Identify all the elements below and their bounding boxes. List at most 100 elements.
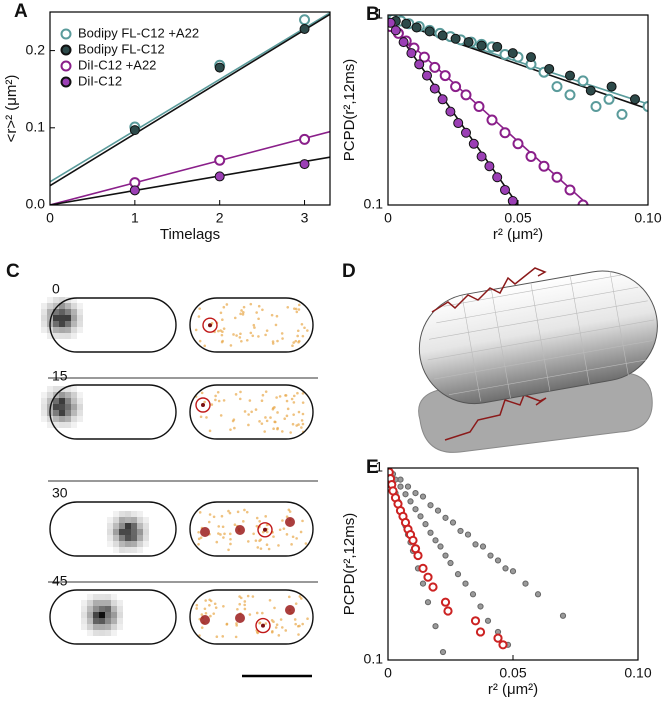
- localization: [242, 305, 246, 309]
- pixel: [53, 321, 59, 327]
- localization: [214, 394, 217, 398]
- localization: [270, 619, 274, 622]
- data-point: [442, 552, 449, 559]
- data-point: [401, 18, 412, 29]
- pixel: [53, 416, 59, 422]
- localization: [249, 302, 253, 306]
- pixel: [111, 606, 117, 612]
- data-point: [494, 557, 502, 564]
- data-point: [429, 83, 440, 94]
- x-axis-label: r² (μm²): [488, 681, 538, 698]
- localization: [289, 431, 292, 434]
- pixel: [41, 404, 47, 410]
- capsule: [418, 270, 658, 405]
- data-point: [577, 75, 589, 87]
- localization: [297, 308, 301, 311]
- localization: [291, 344, 294, 347]
- localization: [263, 430, 266, 433]
- localization: [301, 622, 304, 626]
- pixel: [105, 600, 111, 606]
- data-point: [418, 51, 430, 63]
- pixel: [65, 410, 71, 416]
- x-tick-label: 0: [384, 210, 392, 226]
- pixel: [125, 511, 131, 517]
- pixel: [65, 404, 71, 410]
- localization: [276, 411, 279, 414]
- y-tick-label: 0.1: [26, 119, 46, 135]
- localization: [268, 598, 272, 602]
- pixel: [111, 618, 117, 624]
- localization: [292, 341, 295, 344]
- data-point: [429, 61, 441, 73]
- localization: [200, 613, 204, 616]
- localization: [301, 401, 305, 404]
- localization: [219, 414, 223, 417]
- localization: [203, 400, 206, 404]
- pixel: [143, 517, 149, 523]
- localization: [288, 510, 292, 513]
- data-point: [428, 582, 438, 592]
- data-point: [507, 195, 518, 205]
- pixel: [59, 398, 65, 404]
- pixel: [119, 511, 125, 517]
- data-point: [476, 151, 487, 162]
- localization: [227, 548, 230, 552]
- localization: [301, 422, 305, 426]
- localization: [225, 622, 229, 626]
- data-point: [502, 565, 509, 572]
- pixel: [113, 523, 119, 529]
- pixel: [77, 321, 83, 327]
- localization: [217, 399, 221, 403]
- localization: [197, 542, 200, 546]
- pixel: [77, 327, 83, 333]
- pixel: [113, 541, 119, 547]
- localization: [222, 327, 226, 330]
- localization: [298, 595, 302, 598]
- pixel: [87, 612, 93, 618]
- plot-area: [50, 12, 330, 205]
- localization: [252, 532, 255, 536]
- data-point: [437, 30, 448, 41]
- pixel: [59, 416, 65, 422]
- pixel: [137, 511, 143, 517]
- localization: [294, 602, 298, 605]
- localization: [279, 618, 283, 621]
- pixel: [131, 523, 137, 529]
- localization: [265, 523, 269, 527]
- pixel: [41, 410, 47, 416]
- pixel: [53, 410, 59, 416]
- pixel: [59, 333, 65, 339]
- data-point: [492, 172, 503, 183]
- localization: [278, 395, 282, 398]
- data-point: [419, 493, 427, 500]
- localization: [294, 307, 298, 311]
- localization: [247, 413, 250, 416]
- pixel: [41, 321, 47, 327]
- data-point: [299, 133, 311, 145]
- pixel: [105, 618, 111, 624]
- localization: [195, 607, 198, 610]
- tracked-spot: [195, 397, 211, 413]
- localization: [235, 624, 238, 627]
- pixel: [117, 618, 123, 624]
- pixel: [93, 612, 99, 618]
- localization: [243, 607, 247, 611]
- data-point: [642, 100, 648, 112]
- data-point: [439, 648, 447, 656]
- pixel: [131, 517, 137, 523]
- localization: [217, 329, 220, 333]
- panel-d: [418, 267, 658, 453]
- data-point: [443, 606, 453, 616]
- pixel: [137, 547, 143, 553]
- pixel: [117, 600, 123, 606]
- pixel: [65, 321, 71, 327]
- pixel: [59, 321, 65, 327]
- localization: [272, 535, 275, 538]
- localization: [271, 340, 275, 343]
- localization: [221, 330, 224, 334]
- data-point: [404, 483, 412, 490]
- data-point: [390, 25, 401, 36]
- localization: [234, 635, 238, 639]
- localization: [301, 334, 305, 338]
- data-point: [492, 41, 503, 52]
